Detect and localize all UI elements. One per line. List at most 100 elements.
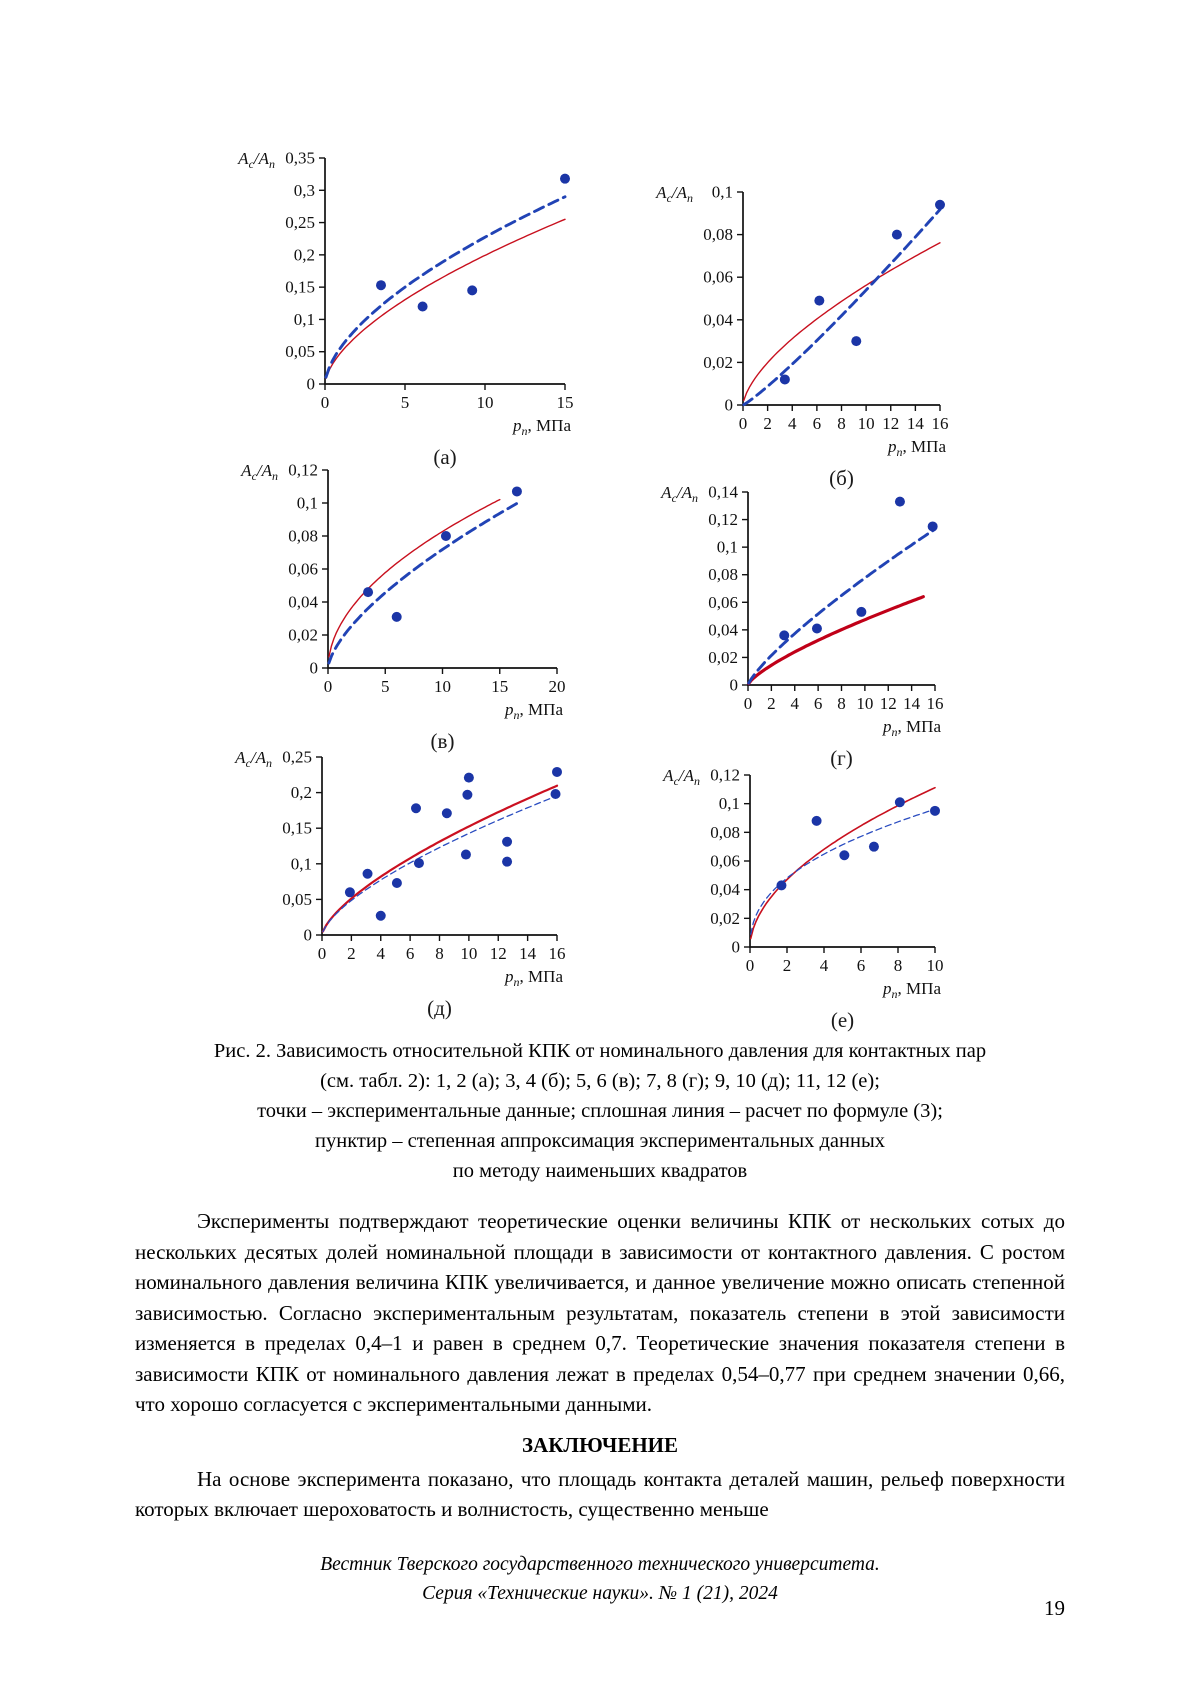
svg-text:Ac/An: Ac/An bbox=[660, 483, 698, 505]
chart-d-figure: 0 0,05 0,1 0,15 0,2 0,25 0 2 4 6 8 10 12 14 16 Ac/An pn,… bbox=[230, 743, 575, 1021]
svg-text:0,1: 0,1 bbox=[294, 310, 315, 329]
svg-text:0,02: 0,02 bbox=[708, 648, 738, 667]
svg-text:0: 0 bbox=[730, 676, 739, 695]
chart-canvas: 00,020,040,060,080,10 2 4 6 8 10 12 14 16Ac/Anpn… bbox=[655, 183, 949, 460]
figure-caption-line: Рис. 2. Зависимость относительной КПК от… bbox=[213, 1040, 987, 1062]
chart-a-plot: 0 0,05 0,1 0,15 0,2 0,25 0,3 0,35 0 5 10 15 Ac/An pn,… bbox=[233, 144, 583, 445]
chart-a-label: (а) bbox=[433, 445, 457, 469]
chart-canvas: 0 0,05 0,1 0,15 0,2 0,25 0,3 0,35 0 5 10 15 Ac/An pn,… bbox=[237, 149, 573, 439]
svg-text:0,08: 0,08 bbox=[288, 527, 318, 546]
svg-text:2: 2 bbox=[783, 956, 792, 975]
svg-text:0,1: 0,1 bbox=[712, 183, 733, 202]
svg-text:4: 4 bbox=[791, 694, 800, 713]
journal-footer: Вестник Тверского государственного техни… bbox=[135, 1550, 1065, 1608]
chart-a-figure: 0 0,05 0,1 0,15 0,2 0,25 0,3 0,35 0 5 10 15 Ac/An pn,… bbox=[233, 144, 583, 470]
journal-footer-line2: Серия «Технические науки». № 1 (21), 202… bbox=[422, 1583, 778, 1604]
page-number: 19 bbox=[1044, 1596, 1065, 1620]
svg-text:0,2: 0,2 bbox=[291, 783, 312, 802]
chart-v-label: (в) bbox=[430, 729, 455, 753]
svg-text:0: 0 bbox=[307, 375, 316, 394]
svg-text:2: 2 bbox=[763, 414, 772, 433]
svg-text:0: 0 bbox=[732, 938, 741, 957]
svg-text:0,04: 0,04 bbox=[288, 593, 318, 612]
svg-text:2: 2 bbox=[347, 944, 356, 963]
svg-text:0,04: 0,04 bbox=[710, 880, 740, 899]
journal-footer-line1: Вестник Тверского государственного техни… bbox=[320, 1554, 880, 1575]
paragraph-conclusion: На основе эксперимента показано, что пло… bbox=[135, 1466, 1065, 1522]
svg-text:0,06: 0,06 bbox=[288, 560, 318, 579]
svg-text:Ac/An: Ac/An bbox=[234, 748, 272, 770]
svg-text:4: 4 bbox=[377, 944, 386, 963]
svg-text:pn, МПа: pn, МПа bbox=[882, 717, 941, 739]
chart-b-plot: 0 0,02 0,04 0,06 0,08 0,1 0 2 4 6 8 10 12 14 16 Ac/An pn… bbox=[651, 178, 958, 466]
svg-text:16: 16 bbox=[549, 944, 566, 963]
svg-text:0,12: 0,12 bbox=[710, 766, 740, 785]
svg-text:0: 0 bbox=[744, 694, 753, 713]
chart-d-plot: 0 0,05 0,1 0,15 0,2 0,25 0 2 4 6 8 10 12 14 16 Ac/An pn,… bbox=[230, 743, 575, 996]
svg-text:6: 6 bbox=[857, 956, 866, 975]
chart-canvas: 00,020,040,060,080,10,120,140 2 4 6 8 10 12 14 1… bbox=[660, 483, 943, 740]
chart-v-plot: 0 0,02 0,04 0,06 0,08 0,1 0,12 0 5 10 15 20 Ac/An pn,… bbox=[236, 456, 575, 729]
svg-text:0,25: 0,25 bbox=[282, 748, 312, 767]
svg-text:0: 0 bbox=[739, 414, 748, 433]
svg-text:0: 0 bbox=[725, 396, 734, 415]
svg-text:14: 14 bbox=[907, 414, 925, 433]
svg-text:10: 10 bbox=[927, 956, 944, 975]
svg-text:0,15: 0,15 bbox=[285, 278, 315, 297]
svg-text:0,02: 0,02 bbox=[288, 626, 318, 645]
paragraph-experiments: Эксперименты подтверждают теоретические … bbox=[135, 1209, 1065, 1416]
svg-text:8: 8 bbox=[894, 956, 903, 975]
svg-text:12: 12 bbox=[880, 694, 897, 713]
svg-text:0,02: 0,02 bbox=[703, 353, 733, 372]
figure-caption: Рис. 2. Зависимость относительной КПК от… bbox=[120, 1036, 1080, 1186]
svg-text:0,15: 0,15 bbox=[282, 819, 312, 838]
svg-text:8: 8 bbox=[435, 944, 444, 963]
svg-text:0: 0 bbox=[321, 393, 330, 412]
conclusion-heading: ЗАКЛЮЧЕНИЕ bbox=[521, 1432, 679, 1457]
svg-text:10: 10 bbox=[477, 393, 494, 412]
svg-text:0,12: 0,12 bbox=[288, 461, 318, 480]
svg-text:0,1: 0,1 bbox=[297, 494, 318, 513]
svg-text:14: 14 bbox=[519, 944, 537, 963]
svg-text:0,14: 0,14 bbox=[708, 483, 738, 502]
figure-caption-line: (см. табл. 2): 1, 2 (а); 3, 4 (б); 5, 6 … bbox=[320, 1070, 880, 1092]
body-text: Эксперименты подтверждают теоретические … bbox=[135, 1206, 1065, 1525]
chart-g-figure: 0 0,02 0,04 0,06 0,08 0,1 0,12 0,14 0 2 4 6 8 10 12 14 1… bbox=[656, 478, 953, 771]
svg-text:0,35: 0,35 bbox=[285, 149, 315, 168]
chart-canvas: 0 0,02 0,04 0,06 0,08 0,1 0,12 0 5 10 15 20 Ac/An pn,… bbox=[240, 461, 565, 723]
svg-text:0: 0 bbox=[324, 677, 333, 696]
svg-text:0,05: 0,05 bbox=[285, 342, 315, 361]
svg-text:0,08: 0,08 bbox=[703, 225, 733, 244]
chart-b-label: (б) bbox=[829, 466, 854, 490]
svg-text:pn, МПа: pn, МПа bbox=[882, 979, 941, 1001]
svg-text:10: 10 bbox=[856, 694, 873, 713]
svg-text:Ac/An: Ac/An bbox=[662, 766, 700, 788]
svg-text:6: 6 bbox=[814, 694, 823, 713]
svg-text:10: 10 bbox=[460, 944, 477, 963]
svg-text:0,04: 0,04 bbox=[703, 310, 733, 329]
svg-text:0,1: 0,1 bbox=[719, 794, 740, 813]
svg-text:0,06: 0,06 bbox=[708, 593, 738, 612]
svg-text:pn, МПа: pn, МПа bbox=[504, 967, 563, 989]
svg-text:0: 0 bbox=[304, 926, 313, 945]
svg-text:pn, МПа: pn, МПа bbox=[512, 416, 571, 438]
svg-text:0,2: 0,2 bbox=[294, 245, 315, 264]
svg-text:0: 0 bbox=[310, 659, 319, 678]
svg-text:16: 16 bbox=[932, 414, 949, 433]
svg-text:Ac/An: Ac/An bbox=[655, 183, 693, 205]
svg-text:0,06: 0,06 bbox=[710, 852, 740, 871]
svg-text:2: 2 bbox=[767, 694, 776, 713]
svg-text:0,05: 0,05 bbox=[282, 890, 312, 909]
chart-v-figure: 0 0,02 0,04 0,06 0,08 0,1 0,12 0 5 10 15 20 Ac/An pn,… bbox=[236, 456, 575, 754]
chart-e-plot: 0 0,02 0,04 0,06 0,08 0,1 0,12 0 2 4 6 8 10 Ac/An pn, … bbox=[658, 761, 953, 1008]
svg-text:15: 15 bbox=[491, 677, 508, 696]
svg-text:0,02: 0,02 bbox=[710, 909, 740, 928]
svg-text:0,25: 0,25 bbox=[285, 213, 315, 232]
svg-text:0,08: 0,08 bbox=[710, 823, 740, 842]
chart-canvas: 0 0,02 0,04 0,06 0,08 0,1 0,12 0 2 4 6 8 10 Ac/An pn, … bbox=[662, 766, 944, 1002]
svg-text:10: 10 bbox=[858, 414, 875, 433]
svg-text:6: 6 bbox=[406, 944, 415, 963]
chart-g-label: (г) bbox=[830, 746, 853, 770]
svg-text:0,1: 0,1 bbox=[291, 854, 312, 873]
